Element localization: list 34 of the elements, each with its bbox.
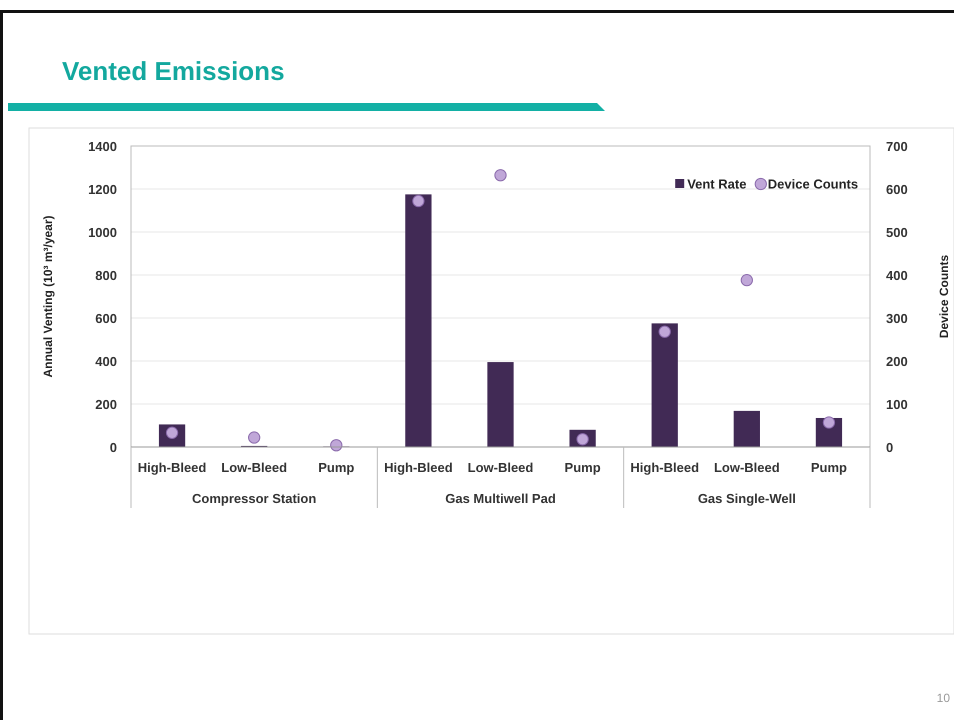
x-tick-label: High-Bleed [630,460,700,475]
text: Compressor Station [192,491,316,506]
x-tick-label: Pump [810,460,848,475]
y-tick-label: 1000 [88,225,117,240]
y2-tick-label: 200 [886,354,908,369]
text: Gas Single-Well [698,491,796,506]
y-tick-label: 400 [95,354,117,369]
legend-label: Vent Rate [687,176,746,192]
y2-tick-label: 100 [886,397,908,412]
y2-tick-label: 0 [886,440,894,455]
x-tick-label: Low-Bleed [714,460,780,475]
y-tick-label: 1400 [88,139,117,154]
x-tick-label: Low-Bleed [468,460,534,475]
y-tick-label: 200 [95,397,117,412]
text: Gas Multiwell Pad [445,491,556,506]
text: 10 [936,691,950,705]
y-tick-label: 0 [110,440,117,455]
legend-label: Device Counts [768,176,858,192]
x-tick-label: High-Bleed [138,460,206,475]
y-axis-title: Annual Venting (10³ m³/year) [41,215,55,378]
x-tick-label: High-Bleed [384,460,453,475]
y2-tick-label: 300 [886,311,908,326]
y2-axis-title: Device Counts [937,254,951,338]
y-tick-label: 600 [95,311,117,326]
y2-tick-label: 600 [886,182,908,197]
x-tick-label: Low-Bleed [221,460,288,475]
y-tick-label: 800 [95,268,117,283]
y2-tick-label: 700 [886,139,908,154]
x-tick-label: Pump [318,460,354,475]
y-tick-label: 1200 [88,182,117,197]
x-tick-label: Pump [564,460,601,475]
y2-tick-label: 400 [886,268,908,283]
y2-tick-label: 500 [886,225,908,240]
chart-title: Vented Emissions [62,56,285,86]
